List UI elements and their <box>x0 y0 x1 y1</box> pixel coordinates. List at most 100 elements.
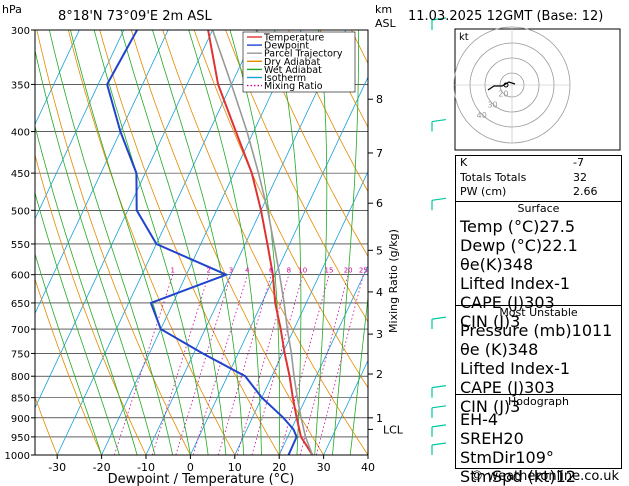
copyright: © weatheronline.co.uk <box>470 469 619 484</box>
wet-adiabat <box>332 30 359 455</box>
most-unstable-label: CIN (J) <box>460 396 511 416</box>
dry-adiabat <box>225 30 368 323</box>
background-grid <box>35 30 368 455</box>
pressure-tick-label: 500 <box>11 206 30 217</box>
km-tick-label: 1 <box>376 412 383 425</box>
wind-barb-flag <box>431 405 447 409</box>
mixing-ratio-line <box>236 274 290 455</box>
wet-adiabat <box>188 30 262 455</box>
hodograph-ring-label: 20 <box>498 90 508 99</box>
surface-label: Dewp (°C) <box>460 235 543 255</box>
k-index-value: -7 <box>573 156 584 169</box>
isotherm-line <box>278 265 368 455</box>
isotherm-line <box>323 359 368 455</box>
wind-barb-flag <box>431 442 447 446</box>
legend-entry: Mixing Ratio <box>264 81 323 92</box>
isotherm-line <box>234 170 368 455</box>
hodograph-row: StmSpd (kt)12 <box>460 467 617 486</box>
dry-adiabat <box>256 30 368 258</box>
mixing-ratio-label: 15 <box>325 267 334 275</box>
wind-barb-flag <box>431 118 447 123</box>
hodograph-rows: EH-4 SREH20 StmDir109° StmSpd (kt)12 <box>456 410 621 486</box>
hodograph-row: EH-4 <box>460 410 617 429</box>
mixing-ratio-label: 8 <box>287 267 291 275</box>
pressure-tick-label: 950 <box>11 433 30 444</box>
most-unstable-label: CAPE (J) <box>460 377 525 397</box>
wet-adiabat <box>120 30 227 455</box>
dry-adiabat <box>130 30 324 455</box>
pressure-tick-label: 1000 <box>5 451 30 462</box>
dry-adiabat <box>99 30 280 455</box>
isotherm-line <box>190 76 368 455</box>
wind-barb-flag <box>431 17 447 21</box>
wet-adiabat <box>35 48 156 455</box>
x-axis-label: Dewpoint / Temperature (°C) <box>108 472 295 486</box>
mixing-ratio-line <box>175 274 232 455</box>
isotherm-line <box>35 30 80 126</box>
parcel-trajectory-line <box>211 30 314 455</box>
legend-entry: Dry Adiabat <box>264 57 321 68</box>
dry-adiabat <box>67 30 236 455</box>
most-unstable-label: Lifted Index <box>460 358 555 378</box>
pressure-tick-label: 450 <box>11 169 30 180</box>
surface-title: Surface <box>517 202 560 215</box>
wet-adiabat <box>274 30 302 455</box>
surface-label: CIN (J) <box>460 311 511 331</box>
km-tick-label: 7 <box>376 147 383 160</box>
wet-adiabat <box>93 30 209 455</box>
most-unstable-label: θe (K) <box>460 339 508 359</box>
most-unstable-title: Most Unstable <box>499 306 578 319</box>
mixing-ratio-line <box>279 274 330 455</box>
temperature-tick-label: 30 <box>317 461 331 474</box>
totals-value: 32 <box>573 170 587 184</box>
surface-value: -1 <box>554 273 571 293</box>
hodograph-value: 20 <box>503 428 524 448</box>
mixing-ratio-line <box>299 274 349 455</box>
surface-label: Temp (°C) <box>460 216 540 236</box>
totals-label: Totals Totals <box>460 170 527 184</box>
hodograph-value: 109° <box>515 447 554 467</box>
km-tick-label: 4 <box>376 286 383 299</box>
mixing-ratio-label: 3 <box>229 267 233 275</box>
hodograph-ring-label: 30 <box>487 100 497 109</box>
profiles <box>106 30 314 455</box>
temperature-tick-label: -20 <box>93 461 111 474</box>
hodograph-box <box>454 28 621 151</box>
surface-rows: Temp (°C)27.5 Dewp (°C)22.1 θe(K)348 Lifted… <box>456 217 621 331</box>
dry-adiabat <box>162 30 368 455</box>
most-unstable-row: Lifted Index-1 <box>460 359 617 378</box>
pressure-tick-label: 800 <box>11 372 30 383</box>
most-unstable-rows: Pressure (mb)1011 θe (K)348 Lifted Index-1… <box>456 321 621 416</box>
surface-value: 3 <box>510 311 521 331</box>
temperature-tick-label: 0 <box>187 461 194 474</box>
surface-row: Lifted Index-1 <box>460 274 617 293</box>
legend-entry: Dewpoint <box>264 41 309 52</box>
pressure-tick-label: 300 <box>11 26 30 37</box>
km-tick-label: 5 <box>376 244 383 257</box>
mixing-ratio-label: 10 <box>298 267 307 275</box>
pressure-tick-label: 400 <box>11 128 30 139</box>
most-unstable-row: CAPE (J)303 <box>460 378 617 397</box>
hodograph-value: 12 <box>555 466 576 486</box>
pressure-tick-label: 850 <box>11 394 30 405</box>
asl-label: ASL <box>375 17 397 30</box>
plot-frame <box>34 29 369 456</box>
wet-adiabat <box>49 30 173 455</box>
most-unstable-value: 348 <box>507 339 539 359</box>
wet-adiabat <box>35 252 102 455</box>
temperature-tick-label: -10 <box>137 461 155 474</box>
most-unstable-box: Most Unstable Pressure (mb)1011 θe (K)348… <box>455 305 622 416</box>
legend-entry: Isotherm <box>264 73 306 84</box>
pressure-tick-label: 700 <box>11 325 30 336</box>
mixing-ratio-label: 25 <box>359 267 368 275</box>
km-tick-label: 3 <box>376 328 383 341</box>
most-unstable-value: 3 <box>510 396 521 416</box>
wind-barb-flag <box>431 316 447 320</box>
mixing-ratio-line <box>192 274 248 455</box>
surface-row: θe(K)348 <box>460 255 617 274</box>
surface-row: Temp (°C)27.5 <box>460 217 617 236</box>
